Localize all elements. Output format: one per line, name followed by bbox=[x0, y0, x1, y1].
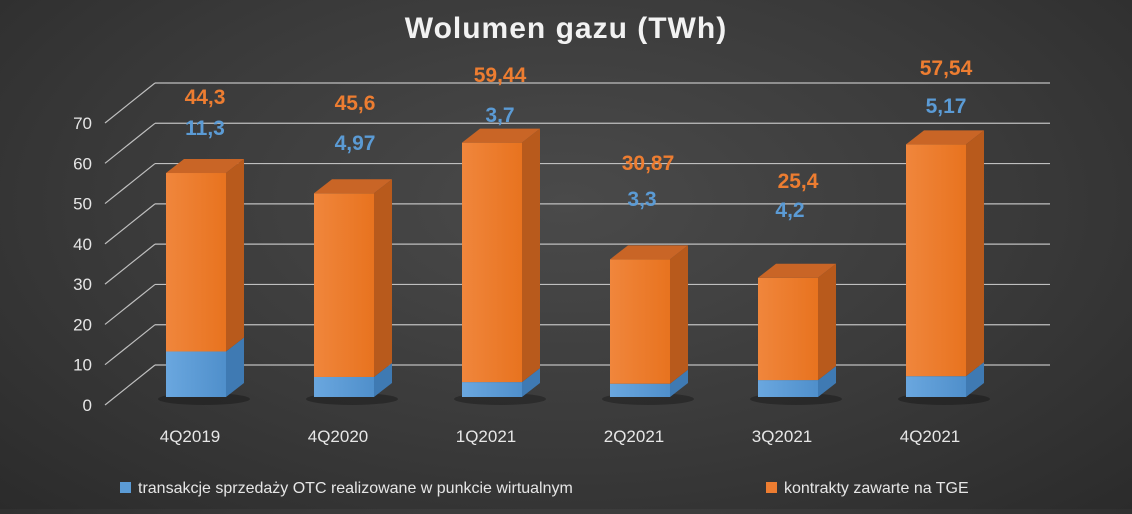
legend-swatch-tge bbox=[766, 482, 777, 493]
data-label-tge: 25,4 bbox=[778, 170, 819, 193]
x-tick-label: 3Q2021 bbox=[752, 427, 813, 446]
legend-swatch-otc bbox=[120, 482, 131, 493]
gridline-diagonal bbox=[104, 364, 156, 406]
y-axis: 0 10 20 30 40 50 60 70 bbox=[73, 114, 92, 415]
bar-tge-front bbox=[610, 259, 670, 384]
y-tick-label: 40 bbox=[73, 235, 92, 254]
bar-otc-side bbox=[966, 362, 984, 397]
legend-label-otc: transakcje sprzedaży OTC realizowane w p… bbox=[138, 480, 573, 497]
bar-otc-front bbox=[314, 376, 374, 397]
bar-tge-side bbox=[226, 159, 244, 352]
gridline-diagonal bbox=[104, 122, 156, 164]
x-tick-label: 1Q2021 bbox=[456, 427, 517, 446]
bar-otc bbox=[166, 337, 244, 397]
bar-otc bbox=[758, 366, 836, 397]
y-tick-label: 0 bbox=[83, 396, 92, 415]
bar-tge-top bbox=[906, 130, 984, 145]
bar-otc-side bbox=[374, 362, 392, 397]
bar-otc-front bbox=[462, 382, 522, 397]
bar-otc-front bbox=[166, 351, 226, 397]
gridline-diagonal bbox=[104, 203, 156, 245]
bar-tge bbox=[462, 128, 540, 383]
legend: transakcje sprzedaży OTC realizowane w p… bbox=[120, 480, 969, 497]
bar-tge-top bbox=[610, 245, 688, 260]
gridline-diagonal bbox=[104, 82, 156, 124]
data-label-tge: 44,3 bbox=[185, 86, 226, 109]
bar-tge-top bbox=[758, 263, 836, 278]
data-label-tge: 45,6 bbox=[335, 92, 376, 115]
chart-title: Wolumen gazu (TWh) bbox=[405, 12, 727, 45]
bar-tge-front bbox=[314, 193, 374, 377]
legend-label-tge: kontrakty zawarte na TGE bbox=[784, 480, 969, 497]
bar-tge bbox=[610, 245, 688, 384]
y-tick-label: 60 bbox=[73, 154, 92, 173]
data-label-otc: 11,3 bbox=[185, 117, 225, 140]
gridline-diagonal bbox=[104, 324, 156, 366]
x-tick-label: 2Q2021 bbox=[604, 427, 665, 446]
bar-otc bbox=[462, 368, 540, 397]
bar-tge-side bbox=[818, 263, 836, 381]
data-label-otc: 4,2 bbox=[775, 199, 804, 222]
data-label-otc: 5,17 bbox=[926, 95, 967, 118]
bar-tge bbox=[758, 263, 836, 381]
bar-tge-side bbox=[670, 245, 688, 384]
bar-tge bbox=[314, 179, 392, 377]
x-axis: 4Q2019 4Q2020 1Q2021 2Q2021 3Q2021 4Q2021 bbox=[160, 427, 961, 446]
bar-otc bbox=[314, 362, 392, 397]
y-tick-label: 20 bbox=[73, 315, 92, 334]
bar-otc-front bbox=[758, 380, 818, 397]
bar-otc-side bbox=[226, 337, 244, 397]
x-tick-label: 4Q2021 bbox=[900, 427, 961, 446]
bar-tge bbox=[166, 159, 244, 352]
data-label-tge: 59,44 bbox=[474, 64, 527, 87]
data-label-tge: 30,87 bbox=[622, 152, 675, 175]
y-tick-label: 70 bbox=[73, 114, 92, 133]
bars bbox=[158, 128, 990, 405]
bar-tge-top bbox=[462, 128, 540, 143]
y-tick-label: 50 bbox=[73, 195, 92, 214]
gridline-diagonal bbox=[104, 283, 156, 325]
bar-tge-top bbox=[166, 159, 244, 174]
data-label-otc: 3,7 bbox=[485, 104, 514, 127]
x-tick-label: 4Q2019 bbox=[160, 427, 221, 446]
gridline-diagonal bbox=[104, 163, 156, 205]
gridline-diagonal bbox=[104, 243, 156, 285]
data-labels: 44,3 11,3 45,6 4,97 59,44 3,7 30,87 3,3 25,4 4,2 5… bbox=[185, 57, 973, 222]
bar-tge-side bbox=[522, 128, 540, 383]
bar-tge-front bbox=[462, 142, 522, 383]
bar-otc-side bbox=[670, 369, 688, 397]
data-label-otc: 3,3 bbox=[627, 188, 656, 211]
bar-tge-front bbox=[166, 173, 226, 352]
bar-otc bbox=[610, 369, 688, 397]
bar-otc-side bbox=[818, 366, 836, 397]
bar-otc-front bbox=[610, 383, 670, 397]
bar-tge-side bbox=[966, 130, 984, 377]
bar-otc bbox=[906, 362, 984, 397]
gridlines bbox=[104, 82, 1050, 406]
data-label-tge: 57,54 bbox=[920, 57, 973, 80]
bar-otc-side bbox=[522, 368, 540, 397]
bar-tge-front bbox=[758, 277, 818, 381]
bar-otc-front bbox=[906, 376, 966, 397]
bar-tge-top bbox=[314, 179, 392, 194]
data-label-otc: 4,97 bbox=[335, 132, 376, 155]
y-tick-label: 30 bbox=[73, 275, 92, 294]
bar-tge-front bbox=[906, 144, 966, 377]
bar-tge-side bbox=[374, 179, 392, 377]
bar-tge bbox=[906, 130, 984, 377]
x-tick-label: 4Q2020 bbox=[308, 427, 369, 446]
y-tick-label: 10 bbox=[73, 356, 92, 375]
